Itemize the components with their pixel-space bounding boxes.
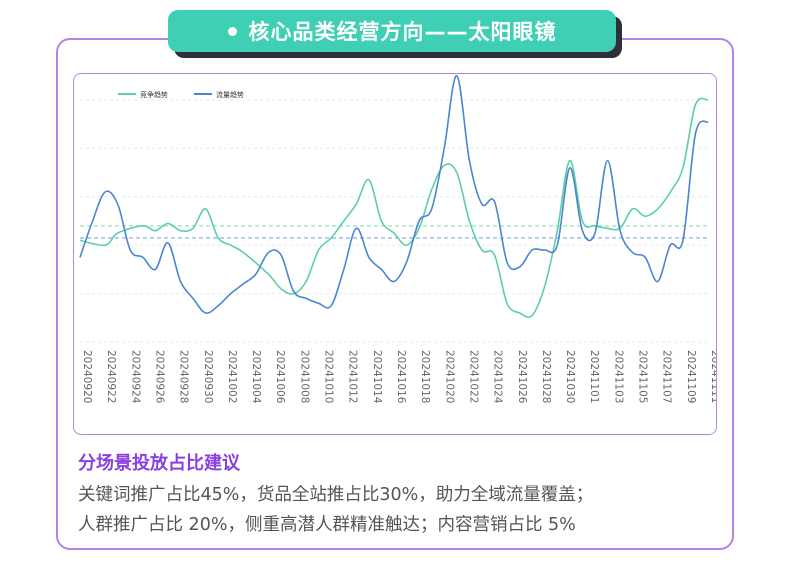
x-tick-label: 20241026 [516,350,528,404]
advice-body: 关键词推广占比45%，货品全站推占比30%，助力全域流量覆盖； 人群推广占比 2… [78,480,718,540]
line-chart: 竞争趋势 流量趋势 20240920 20240922 20240924 20240926… [79,74,717,404]
x-tick-label: 20240924 [129,350,141,404]
x-tick-label: 20241028 [540,350,552,403]
page-title: 核心品类经营方向——太阳眼镜 [248,20,557,44]
legend-label: 竞争趋势 [140,90,168,99]
x-tick-label: 20240920 [81,350,93,403]
x-tick-label: 20241010 [323,350,335,403]
x-tick-label: 20241111 [709,350,717,403]
x-tick-label: 20241030 [564,350,576,403]
x-tick-label: 20241101 [588,350,600,403]
x-tick-label: 20241012 [347,350,359,403]
x-tick-label: 20240926 [154,350,166,404]
x-tick-label: 20241022 [468,350,480,403]
bullet-dot-icon [227,26,237,36]
x-tick-label: 20241008 [298,350,310,403]
x-tick-label: 20241109 [685,350,697,403]
x-tick-label: 20240928 [178,350,190,403]
legend-label: 流量趋势 [216,90,244,99]
x-tick-label: 20240922 [105,350,117,403]
x-tick-label: 20241103 [612,350,624,403]
x-tick-label: 20241024 [492,350,504,404]
header-banner: 核心品类经营方向——太阳眼镜 [168,10,616,52]
x-tick-label: 20241014 [371,350,383,404]
x-tick-label: 20241107 [661,350,673,403]
series-line-2 [79,74,709,314]
advice-line-2: 人群推广占比 20%，侧重高潜人群精准触达；内容营销占比 5% [78,515,576,535]
advice-line-1: 关键词推广占比45%，货品全站推占比30%，助力全域流量覆盖； [78,485,594,505]
x-tick-label: 20241004 [250,350,262,404]
advice-title: 分场景投放占比建议 [78,453,240,474]
series-line-1 [79,97,709,318]
x-tick-label: 20241006 [274,350,286,404]
chart-panel: 竞争趋势 流量趋势 20240920 20240922 20240924 20240926… [73,73,717,435]
x-tick-label: 20241105 [637,350,649,403]
x-tick-label: 20241020 [443,350,455,403]
x-tick-label: 20241002 [226,350,238,403]
x-tick-label: 20241018 [419,350,431,403]
x-tick-label: 20241016 [395,350,407,404]
x-tick-label: 20240930 [202,350,214,403]
